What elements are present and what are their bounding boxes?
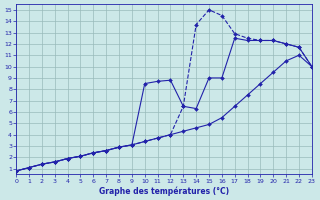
X-axis label: Graphe des températures (°C): Graphe des températures (°C) — [99, 186, 229, 196]
